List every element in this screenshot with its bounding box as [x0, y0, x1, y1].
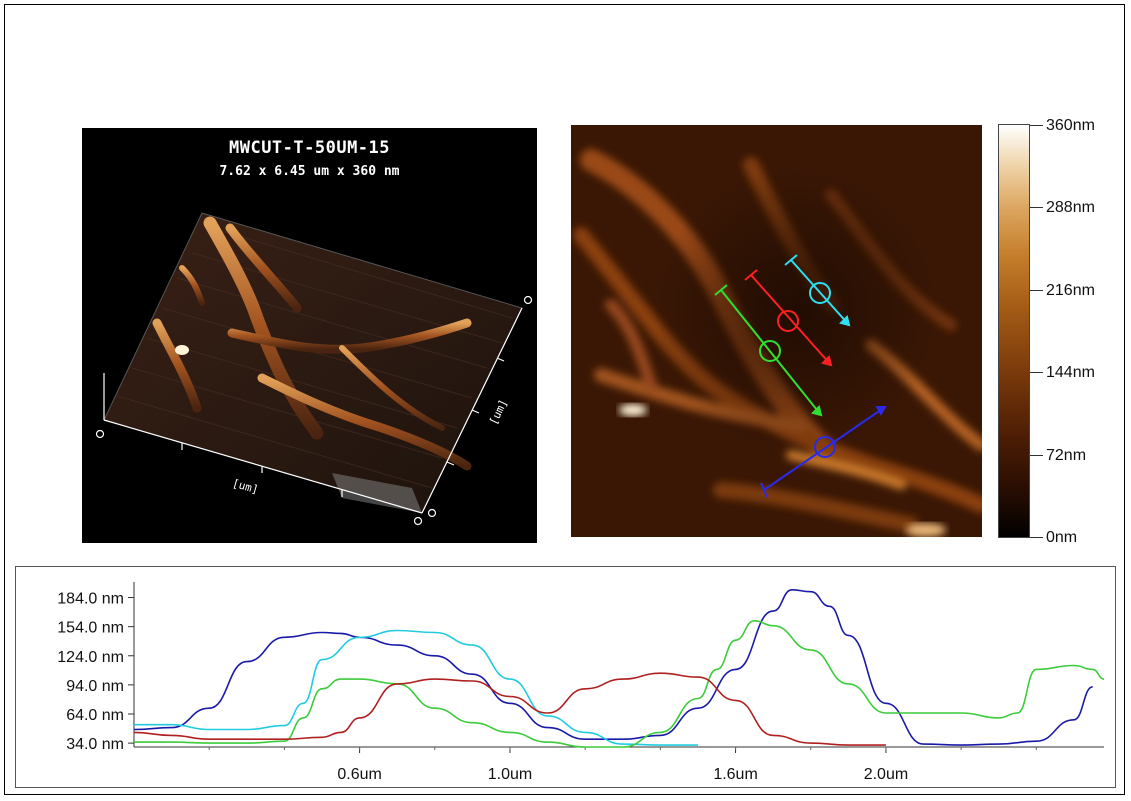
y-tick-label: 124.0 nm	[57, 649, 124, 666]
section-line-cyan[interactable]	[784, 254, 851, 327]
colorbar-tick	[1030, 290, 1043, 291]
scan-dimensions: 7.62 x 6.45 um x 360 nm	[219, 164, 400, 179]
section-line-red[interactable]	[744, 269, 833, 367]
height-colorbar	[998, 124, 1030, 538]
colorbar-tick	[1030, 537, 1043, 538]
section-line-blue[interactable]	[760, 406, 887, 498]
afm-3d-view: MWCUT-T-50UM-15 7.62 x 6.45 um x 360 nm	[82, 128, 537, 543]
x-tick-label: 0.6um	[337, 766, 381, 783]
colorbar-tick	[1030, 207, 1043, 208]
section-profile-chart: 184.0 nm 154.0 nm 124.0 nm 94.0 nm 64.0 nm 34…	[15, 566, 1116, 788]
profile-series-line	[133, 629, 698, 746]
x-tick-label: 2.0um	[864, 766, 908, 783]
y-tick-label: 64.0 nm	[66, 707, 124, 724]
afm-height-map	[571, 125, 982, 537]
scan-title: MWCUT-T-50UM-15	[228, 138, 391, 158]
profile-series-line	[133, 619, 1105, 748]
y-axis-unit: [um]	[487, 397, 510, 427]
profile-series-line	[133, 588, 1094, 746]
y-tick-label: 184.0 nm	[57, 591, 124, 608]
colorbar-tick	[1030, 372, 1043, 373]
profile-series-line	[133, 672, 886, 746]
colorbar-label: 144nm	[1046, 364, 1095, 381]
colorbar-label: 360nm	[1046, 117, 1095, 134]
x-axis-unit: [um]	[231, 477, 260, 497]
y-tick-label: 94.0 nm	[66, 678, 124, 695]
colorbar-tick	[1030, 125, 1043, 126]
colorbar-label: 0nm	[1046, 529, 1078, 546]
y-tick-label: 154.0 nm	[57, 620, 124, 637]
colorbar-label: 288nm	[1046, 199, 1095, 216]
y-tick-label: 34.0 nm	[66, 736, 124, 753]
x-tick-label: 1.0um	[488, 766, 532, 783]
height-map-image	[571, 125, 982, 537]
profile-plot: 184.0 nm 154.0 nm 124.0 nm 94.0 nm 64.0 nm 34…	[57, 582, 1105, 783]
surface-3d-render: [um] [um]	[95, 212, 533, 526]
colorbar-label: 72nm	[1046, 447, 1087, 464]
section-line-green[interactable]	[714, 284, 823, 417]
colorbar-tick	[1030, 455, 1043, 456]
colorbar-label: 216nm	[1046, 282, 1095, 299]
x-tick-label: 1.6um	[713, 766, 757, 783]
